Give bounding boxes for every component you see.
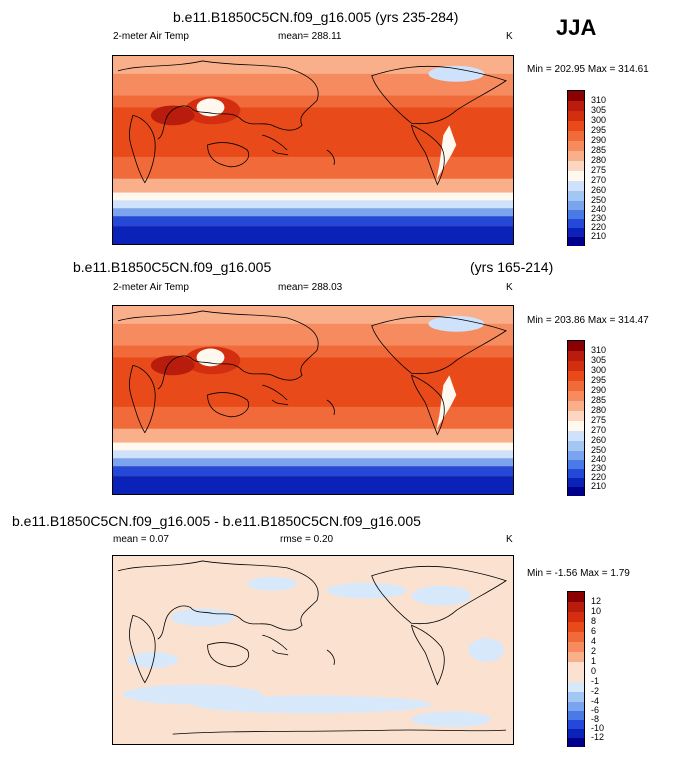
cbar-tick-label: 240 <box>591 204 607 214</box>
cbar-tick-label: 290 <box>591 385 607 395</box>
cbar-tick-label: 295 <box>591 125 607 135</box>
cbar-tick-label: 275 <box>591 415 607 425</box>
panel1-title: b.e11.B1850C5CN.f09_g16.005 (yrs 235-284… <box>173 9 459 25</box>
cbar-tick-label: 285 <box>591 145 607 155</box>
cbar-tick-label: 12 <box>591 596 602 606</box>
cbar-tick-label: 230 <box>591 463 607 473</box>
cbar-tick-label: 0 <box>591 666 597 676</box>
panel2-variable-label: 2-meter Air Temp <box>113 282 189 293</box>
panel2-mean-label: mean= 288.03 <box>278 282 343 293</box>
panel3-title: b.e11.B1850C5CN.f09_g16.005 - b.e11.B185… <box>12 513 421 529</box>
cbar-tick-label: 305 <box>591 355 607 365</box>
season-label: JJA <box>556 15 597 40</box>
cbar-tick-label: 310 <box>591 95 607 105</box>
cbar-tick-label: 240 <box>591 454 607 464</box>
cbar-tick-label: -6 <box>591 705 600 715</box>
cbar-tick-label: 295 <box>591 375 607 385</box>
panel2-units-label: K <box>506 282 513 293</box>
cbar-tick-label: 210 <box>591 481 607 491</box>
cbar-tick-label: 260 <box>591 185 607 195</box>
cbar-tick-label: -4 <box>591 696 600 706</box>
cbar-tick-label: -10 <box>591 723 605 733</box>
panel1-map <box>112 55 514 245</box>
cbar-tick-label: 220 <box>591 472 607 482</box>
panel3-minmax-label: Min = -1.56 Max = 1.79 <box>527 568 630 579</box>
cbar-tick-label: 305 <box>591 105 607 115</box>
panel1-variable-label: 2-meter Air Temp <box>113 31 189 42</box>
cbar-tick-label: 270 <box>591 175 607 185</box>
panel1-minmax-label: Min = 202.95 Max = 314.61 <box>527 64 649 75</box>
cbar-tick-label: 250 <box>591 445 607 455</box>
cbar-tick-label: -2 <box>591 686 600 696</box>
panel2-colorbar <box>567 340 585 496</box>
cbar-tick-label: 210 <box>591 231 607 241</box>
panel3-map <box>112 555 514 745</box>
panel2-title: b.e11.B1850C5CN.f09_g16.005 <box>73 259 272 275</box>
panel2-minmax-label: Min = 203.86 Max = 314.47 <box>527 315 649 326</box>
cbar-tick-label: 250 <box>591 195 607 205</box>
panel2-map <box>112 305 514 495</box>
panel1-colorbar <box>567 90 585 246</box>
cbar-tick-label: -8 <box>591 714 600 724</box>
cbar-tick-label: 300 <box>591 365 607 375</box>
cbar-tick-label: 290 <box>591 135 607 145</box>
cbar-tick-label: 220 <box>591 222 607 232</box>
cbar-tick-label: 300 <box>591 115 607 125</box>
cbar-tick-label: 310 <box>591 345 607 355</box>
cbar-tick-label: 285 <box>591 395 607 405</box>
cbar-tick-label: 260 <box>591 435 607 445</box>
panel3-rmse-label: rmse = 0.20 <box>280 534 334 545</box>
cbar-tick-label: 275 <box>591 165 607 175</box>
panel2-title-suffix: (yrs 165-214) <box>470 259 554 275</box>
cbar-tick-label: 1 <box>591 656 597 666</box>
cbar-tick-label: 10 <box>591 606 602 616</box>
panel1-mean-label: mean= 288.11 <box>278 31 342 42</box>
cbar-tick-label: -1 <box>591 676 600 686</box>
panel1-units-label: K <box>506 31 513 42</box>
cbar-tick-label: 6 <box>591 626 597 636</box>
cbar-tick-label: 280 <box>591 405 607 415</box>
cbar-tick-label: 4 <box>591 636 597 646</box>
cbar-tick-label: 2 <box>591 646 597 656</box>
panel3-colorbar <box>567 591 585 747</box>
cbar-tick-label: 230 <box>591 213 607 223</box>
panel3-mean-label: mean = 0.07 <box>113 534 169 545</box>
cbar-tick-label: 280 <box>591 155 607 165</box>
cbar-tick-label: 8 <box>591 616 597 626</box>
panel3-units-label: K <box>506 534 513 545</box>
cbar-tick-label: 270 <box>591 425 607 435</box>
cbar-tick-label: -12 <box>591 732 605 742</box>
